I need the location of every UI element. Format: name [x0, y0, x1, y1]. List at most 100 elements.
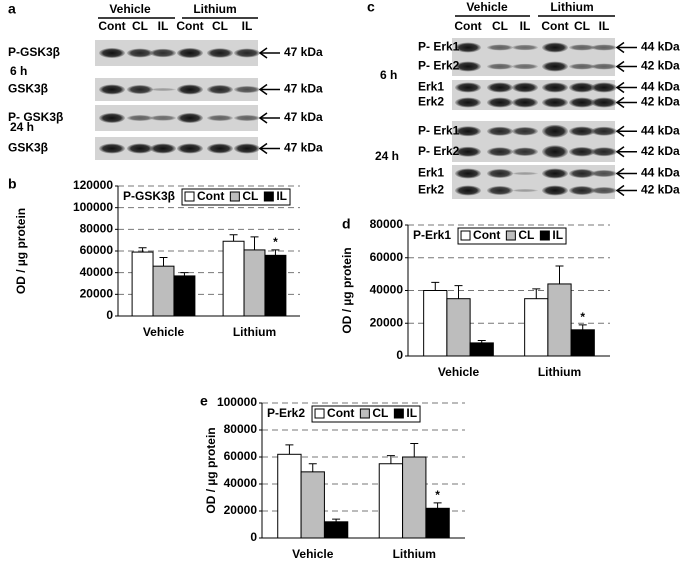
time-label: 24 h: [10, 120, 34, 134]
legend-swatch: [229, 191, 240, 202]
blot-band: [512, 63, 538, 70]
bar: [547, 283, 572, 357]
blot-band: [542, 61, 568, 72]
blot-band: [591, 63, 617, 70]
error-bar: [159, 257, 168, 267]
legend-label: IL: [406, 406, 417, 420]
panel-label: e: [200, 393, 208, 409]
error-bar: [250, 236, 259, 250]
y-axis-label: OD / µg protein: [204, 427, 218, 513]
blot-band: [542, 82, 568, 93]
blot-band: [150, 143, 176, 154]
blot-band: [207, 48, 233, 58]
blot-band: [455, 42, 481, 53]
blot-band: [207, 115, 233, 121]
blot-band: [99, 84, 125, 95]
blot-band: [512, 82, 538, 93]
blot-strip: [452, 38, 615, 76]
bar: [570, 329, 595, 357]
blot-band: [455, 97, 481, 108]
y-tick-label: 40000: [370, 283, 404, 297]
blot-band: [487, 186, 513, 195]
blot-band: [487, 169, 513, 178]
y-tick-label: 20000: [80, 287, 114, 301]
y-tick-label: 80000: [370, 217, 404, 231]
legend-swatch: [359, 408, 370, 419]
y-tick-label: 80000: [224, 422, 258, 436]
error-bar: [332, 518, 341, 522]
y-tick-label: 20000: [224, 503, 258, 517]
band-name: GSK3β: [8, 141, 48, 155]
error-bar: [386, 455, 395, 464]
band-marker: 42 kDa: [641, 95, 680, 109]
time-label: 24 h: [375, 149, 399, 163]
legend-label: Cont: [473, 228, 500, 242]
blot-band: [455, 146, 481, 157]
bar: [425, 507, 450, 539]
bar: [131, 251, 154, 317]
blot-band: [542, 145, 568, 159]
error-bar: [532, 288, 541, 299]
panel-label: d: [342, 216, 351, 232]
arrow-head: [258, 112, 268, 124]
blot-band: [127, 85, 153, 94]
blot-band: [512, 127, 538, 136]
legend-swatch: [505, 230, 516, 241]
arrow-head: [615, 125, 625, 137]
bar: [446, 298, 471, 357]
blot-band: [127, 143, 153, 154]
bar: [300, 471, 325, 539]
blot-band: [569, 82, 595, 93]
band-name: GSK3β: [8, 82, 48, 96]
blot-band: [542, 42, 568, 53]
time-label: 6 h: [380, 68, 397, 82]
band-name: Erk1: [418, 166, 444, 180]
y-tick-label: 120000: [73, 178, 113, 192]
chart-title: P-GSK3β: [123, 189, 175, 203]
band-marker: 44 kDa: [641, 166, 680, 180]
legend-label: CL: [242, 189, 258, 203]
x-tick-label: Lithium: [233, 325, 276, 339]
y-tick-label: 0: [106, 308, 113, 322]
blot-band: [234, 86, 260, 93]
panel-label: c: [367, 0, 375, 15]
blot-band: [455, 168, 481, 179]
arrow-head: [615, 60, 625, 73]
blot-band: [569, 44, 595, 51]
blot-band: [512, 44, 538, 51]
y-axis-label: OD / µg protein: [340, 247, 354, 333]
blot-band: [177, 113, 203, 123]
error-bar: [555, 265, 564, 284]
lane-label: Cont: [541, 19, 568, 33]
blot-band: [127, 48, 153, 58]
legend-swatch: [314, 408, 325, 419]
error-bar: [138, 247, 147, 253]
lane-label: Cont: [454, 19, 481, 33]
band-name: P- Erk2: [418, 144, 460, 158]
blot-band: [542, 185, 568, 196]
error-bar: [229, 234, 238, 242]
arrow-head: [258, 142, 268, 155]
band-name: Erk2: [418, 183, 444, 197]
blot-band: [455, 126, 481, 137]
bar: [222, 240, 245, 317]
bar: [264, 254, 287, 317]
blot-band: [455, 82, 481, 93]
blot-strip: [95, 78, 258, 101]
blot-band: [591, 147, 617, 157]
lane-label: Cont: [98, 19, 125, 33]
band-marker: 42 kDa: [641, 59, 680, 73]
blot-band: [150, 48, 176, 58]
group-label: Lithium: [193, 2, 236, 16]
bar: [173, 275, 196, 317]
error-bar: [431, 281, 440, 291]
error-bar: [410, 443, 419, 457]
bar: [524, 298, 549, 357]
blot-band: [569, 126, 595, 136]
y-tick-label: 60000: [370, 250, 404, 264]
lane-label: Cont: [176, 19, 203, 33]
band-name: Erk2: [418, 95, 444, 109]
band-name: P- Erk1: [418, 40, 460, 54]
y-tick-label: 100000: [217, 395, 257, 409]
band-marker: 47 kDa: [284, 141, 323, 155]
